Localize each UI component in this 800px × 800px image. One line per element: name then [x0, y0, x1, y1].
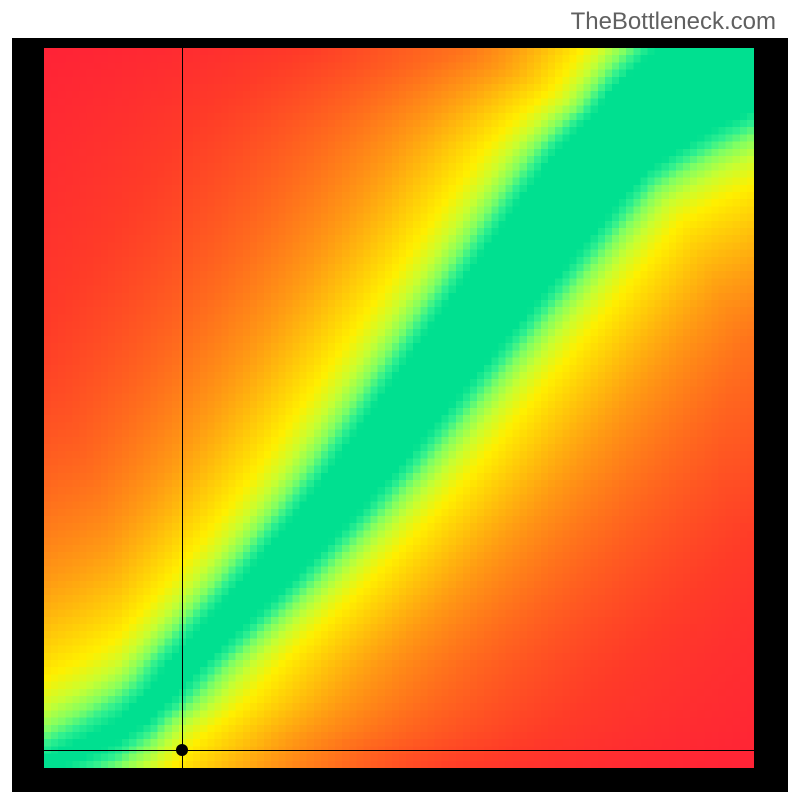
watermark-text: TheBottleneck.com: [571, 8, 776, 36]
crosshair-horizontal: [44, 750, 754, 751]
crosshair-vertical: [182, 48, 183, 768]
bottleneck-heatmap: [44, 48, 754, 768]
